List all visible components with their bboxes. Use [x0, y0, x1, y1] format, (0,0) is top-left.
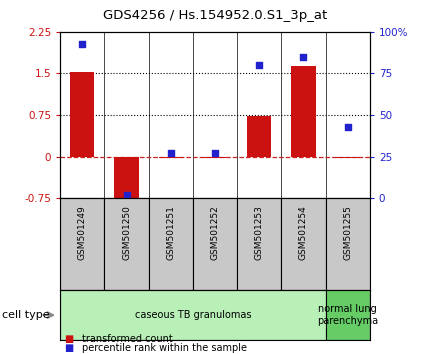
Point: [79, 41, 86, 46]
Bar: [114, 156, 139, 204]
Bar: [104, 198, 149, 290]
Text: normal lung
parenchyma: normal lung parenchyma: [317, 304, 378, 326]
Bar: [60, 290, 326, 340]
Text: GSM501253: GSM501253: [255, 206, 264, 261]
Text: GSM501251: GSM501251: [166, 206, 175, 261]
Text: percentile rank within the sample: percentile rank within the sample: [82, 343, 247, 353]
Point: [167, 150, 174, 156]
Bar: [291, 66, 316, 156]
Text: transformed count: transformed count: [82, 334, 172, 344]
Point: [256, 62, 263, 68]
Text: GSM501249: GSM501249: [78, 206, 87, 260]
Bar: [70, 72, 95, 156]
Bar: [203, 156, 227, 158]
Text: GSM501255: GSM501255: [343, 206, 352, 261]
Point: [300, 54, 307, 59]
Text: GSM501250: GSM501250: [122, 206, 131, 261]
Point: [344, 124, 351, 130]
Bar: [247, 116, 271, 156]
Text: caseous TB granulomas: caseous TB granulomas: [135, 310, 251, 320]
Bar: [193, 198, 237, 290]
Bar: [281, 198, 326, 290]
Bar: [149, 198, 193, 290]
Bar: [326, 198, 370, 290]
Bar: [60, 198, 104, 290]
Text: GSM501252: GSM501252: [211, 206, 219, 260]
Text: ■: ■: [64, 334, 74, 344]
Text: GSM501254: GSM501254: [299, 206, 308, 260]
Text: ■: ■: [64, 343, 74, 353]
Bar: [326, 290, 370, 340]
Text: cell type: cell type: [2, 310, 50, 320]
Point: [123, 192, 130, 198]
Bar: [335, 156, 360, 158]
Bar: [237, 198, 281, 290]
Bar: [159, 156, 183, 158]
Text: GDS4256 / Hs.154952.0.S1_3p_at: GDS4256 / Hs.154952.0.S1_3p_at: [103, 9, 327, 22]
Point: [212, 150, 218, 156]
